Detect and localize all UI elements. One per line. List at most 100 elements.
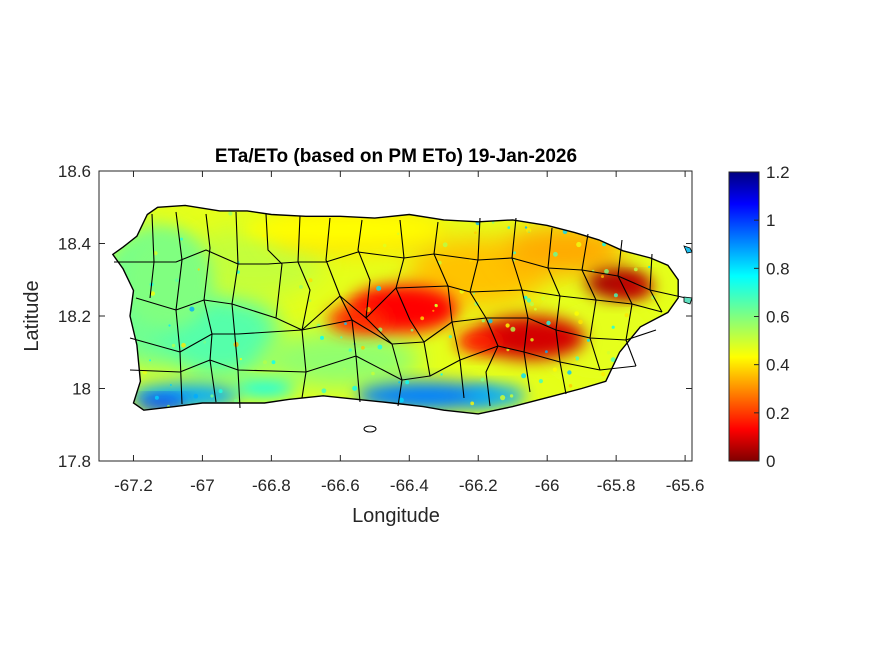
heatmap-speckle [473, 292, 476, 295]
heatmap-speckle [509, 394, 514, 398]
northeast-islet [683, 245, 693, 254]
heatmap-speckle [434, 304, 438, 308]
heatmap-speckle [169, 384, 172, 386]
heatmap-accent [613, 277, 654, 297]
heatmap-speckle [601, 275, 604, 278]
heatmap-region [240, 215, 441, 243]
heatmap-speckle [218, 389, 223, 394]
heatmap-speckle [320, 335, 324, 340]
heatmap-speckle [552, 367, 558, 372]
heatmap-speckle [153, 251, 158, 256]
heatmap-speckle [574, 311, 579, 316]
heatmap-speckle [523, 295, 528, 300]
y-tick-label: 18.6 [58, 162, 91, 181]
x-axis-label: Longitude [352, 505, 440, 527]
municipality-boundary [325, 217, 361, 403]
x-tick-label: -66.4 [390, 476, 429, 495]
heatmap-speckle [432, 309, 435, 312]
x-tick-label: -66.6 [321, 476, 360, 495]
heatmap-speckle [610, 357, 616, 363]
heatmap-accent [456, 329, 501, 354]
heatmap-speckle [488, 318, 493, 324]
heatmap-speckle [181, 342, 186, 348]
heatmap-speckle [377, 344, 383, 350]
heatmap-speckle [263, 360, 267, 365]
heatmap-accent [465, 385, 526, 406]
heatmap-speckle [546, 320, 551, 326]
heatmap-speckle [507, 226, 511, 229]
heatmap-accent [327, 305, 388, 334]
heatmap-speckle [189, 306, 195, 312]
heatmap-speckle [442, 242, 448, 248]
heatmap-speckle [480, 377, 485, 382]
heatmap-speckle [398, 381, 401, 384]
heatmap-speckle [154, 395, 159, 400]
municipality-boundaries [114, 211, 687, 409]
heatmap-speckle [606, 351, 611, 355]
heatmap-speckle [382, 243, 387, 248]
heatmap-speckle [271, 360, 276, 365]
chart-title: ETa/ETo (based on PM ETo) 19-Jan-2026 [215, 146, 577, 167]
heatmap-speckle [440, 373, 443, 376]
heatmap-speckle [239, 357, 242, 361]
heatmap-speckle [611, 325, 615, 329]
heatmap-speckle [648, 265, 651, 269]
heatmap-speckle [538, 379, 544, 384]
colorbar-tick-label: 0.4 [766, 356, 790, 375]
heatmap-speckle [210, 394, 214, 398]
heatmap-speckle [340, 336, 343, 339]
colorbar-tick-label: 0.6 [766, 308, 790, 327]
x-tick-label: -67 [190, 476, 215, 495]
heatmap-speckle [234, 398, 238, 403]
heatmap-speckle [553, 251, 558, 257]
heatmap-speckle [526, 227, 532, 233]
heatmap-speckle [299, 284, 303, 289]
heatmap-speckle [262, 234, 266, 238]
heatmap-speckle [149, 359, 152, 362]
y-tick-label: 18.4 [58, 235, 91, 254]
heatmap-speckle [321, 388, 327, 394]
colorbar-tick-label: 0.2 [766, 404, 790, 423]
x-tick-label: -66 [535, 476, 560, 495]
heatmap-speckle [352, 385, 358, 391]
heatmap-speckle [308, 278, 313, 283]
heatmap-speckle [568, 384, 573, 388]
heatmap-accent [136, 397, 187, 409]
heatmap-speckle [633, 267, 638, 272]
municipality-boundary [395, 219, 431, 377]
heatmap-speckle [463, 294, 468, 299]
heatmap-speckle [228, 211, 233, 216]
heatmap-speckle [175, 278, 179, 282]
heatmap-speckle [530, 338, 534, 342]
heatmap-region [474, 315, 585, 360]
municipality-boundary [297, 215, 311, 399]
heatmap-speckle [197, 268, 200, 271]
heatmap-speckle [168, 324, 171, 327]
heatmap-speckle [505, 323, 510, 328]
heatmap-speckle [526, 224, 529, 227]
colorbar-tick-label: 1 [766, 211, 775, 230]
heatmap-speckle [171, 343, 176, 348]
heatmap-speckle [567, 370, 572, 375]
y-tick-label: 18.2 [58, 307, 91, 326]
y-axis: 17.8 18 18.2 18.4 18.6 [58, 162, 692, 471]
y-tick-label: 17.8 [58, 452, 91, 471]
municipality-boundary [511, 217, 531, 393]
heatmap-speckle [371, 371, 375, 376]
municipality-boundary [547, 227, 567, 395]
x-tick-label: -66.2 [459, 476, 498, 495]
heatmap-speckle [474, 231, 477, 234]
x-tick-label: -67.2 [114, 476, 153, 495]
heatmap-speckle [545, 350, 548, 354]
heatmap-speckle [500, 395, 506, 401]
east-islet [683, 296, 693, 305]
heatmap-speckle [604, 269, 609, 274]
heatmap-speckle [510, 326, 516, 332]
heatmap-region [122, 229, 213, 330]
heatmap-speckle [601, 372, 606, 377]
municipality-boundary [129, 345, 637, 381]
heatmap-speckle [180, 237, 183, 241]
municipality-boundary [203, 213, 217, 403]
heatmap-speckle [344, 322, 347, 325]
heatmap-speckle [361, 345, 365, 350]
